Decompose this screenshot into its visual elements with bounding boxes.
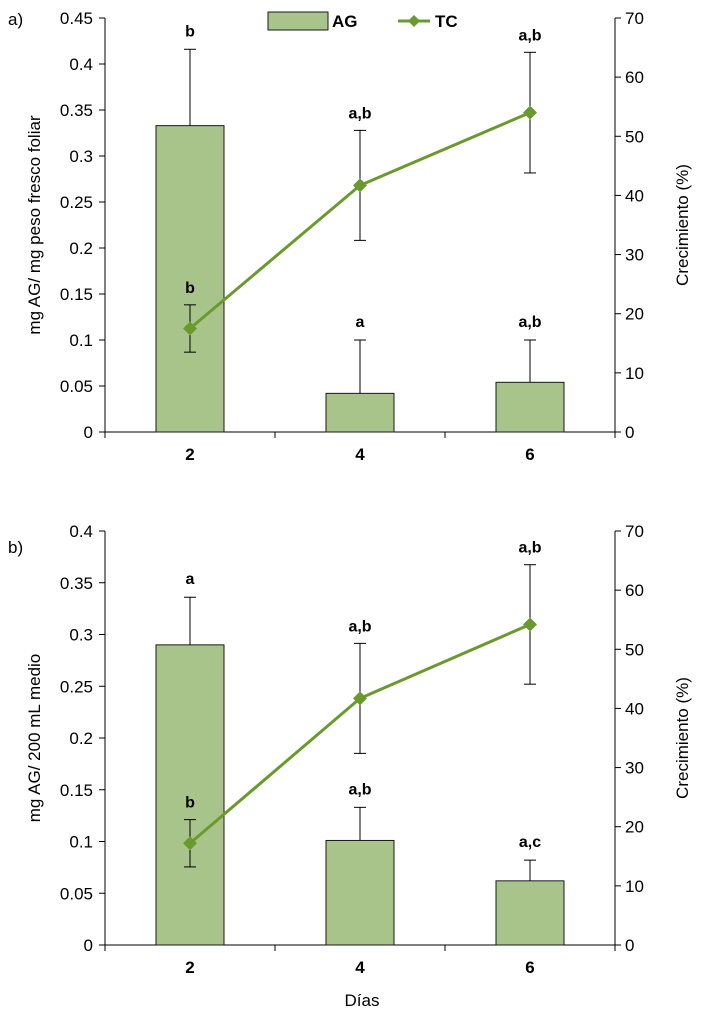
y-tick-label: 0.35 [60, 574, 93, 593]
legend-bar-label: AG [332, 12, 358, 31]
legend-bar-swatch [267, 11, 329, 31]
line-point [353, 691, 367, 706]
y2-tick-label: 0 [625, 936, 634, 955]
y-tick-label: 0 [84, 423, 93, 442]
legend-line-label: TC [435, 12, 458, 31]
y2-tick-label: 40 [625, 699, 644, 718]
y2-tick-label: 0 [625, 423, 634, 442]
line-point [183, 321, 197, 336]
line-point [523, 617, 537, 632]
line-significance-label: a,b [518, 27, 541, 44]
y-tick-label: 0.1 [69, 833, 93, 852]
bar [325, 392, 395, 433]
y2-tick-label: 50 [625, 127, 644, 146]
y-tick-label: 0.4 [69, 55, 93, 74]
y-tick-label: 0.35 [60, 101, 93, 120]
y2-tick-label: 20 [625, 818, 644, 837]
x-tick-label: 6 [525, 958, 534, 977]
y2-tick-label: 10 [625, 877, 644, 896]
y2-tick-label: 10 [625, 364, 644, 383]
line-point [523, 105, 537, 120]
bar [325, 839, 395, 946]
panel-label: b) [8, 538, 23, 557]
chart-panel-b: b) 0 0.05 0.1 0.15 0.2 0.25 0.3 0.35 0.4 0 10 20 30 40… [8, 522, 692, 977]
bar [155, 125, 225, 433]
x-tick-label: 4 [355, 445, 365, 464]
y2-tick-label: 40 [625, 186, 644, 205]
x-axis-title: Días [345, 991, 380, 1010]
y-tick-label: 0.15 [60, 285, 93, 304]
y-tick-label: 0.45 [60, 9, 93, 28]
chart-panel-a: a) 0 0.05 0.1 0.15 0.2 0.25 0.3 0.35 0.4 0.45 0 10 20… [8, 9, 692, 464]
legend: AG TC [267, 11, 458, 31]
y-tick-label: 0.25 [60, 677, 93, 696]
bar [495, 381, 565, 433]
y2-axis-title: Crecimiento (%) [673, 677, 692, 799]
y-tick-label: 0.3 [69, 626, 93, 645]
line-point [183, 836, 197, 851]
bar-significance-label: a,c [519, 834, 541, 851]
y-tick-label: 0 [84, 936, 93, 955]
y-tick-label: 0.2 [69, 239, 93, 258]
y2-tick-label: 20 [625, 305, 644, 324]
line-significance-label: b [185, 795, 195, 812]
x-tick-label: 4 [355, 958, 365, 977]
y2-tick-label: 70 [625, 9, 644, 28]
y-tick-label: 0.25 [60, 193, 93, 212]
y-axis-title: mg AG/ 200 mL medio [25, 654, 44, 823]
y2-tick-label: 50 [625, 640, 644, 659]
x-tick-label: 2 [185, 445, 194, 464]
bar-significance-label: b [185, 23, 195, 40]
y2-tick-label: 30 [625, 759, 644, 778]
bar-significance-label: a [186, 571, 195, 588]
bar [495, 880, 565, 946]
x-tick-label: 2 [185, 958, 194, 977]
bar [155, 644, 225, 946]
bar-significance-label: a [356, 314, 365, 331]
bar-significance-label: a,b [518, 314, 541, 331]
y2-tick-label: 30 [625, 246, 644, 265]
y-tick-label: 0.1 [69, 331, 93, 350]
x-tick-label: 6 [525, 445, 534, 464]
y-tick-label: 0.4 [69, 522, 93, 541]
legend-line-marker [408, 15, 420, 27]
y2-axis-title: Crecimiento (%) [673, 164, 692, 286]
bar-significance-label: a,b [348, 781, 371, 798]
line-significance-label: a,b [518, 540, 541, 557]
line-point [353, 178, 367, 193]
y-tick-label: 0.05 [60, 377, 93, 396]
y-tick-label: 0.15 [60, 781, 93, 800]
y-tick-label: 0.3 [69, 147, 93, 166]
y-tick-label: 0.2 [69, 729, 93, 748]
panel-label: a) [8, 10, 23, 29]
y-tick-label: 0.05 [60, 884, 93, 903]
line-significance-label: b [185, 280, 195, 297]
line-significance-label: a,b [348, 618, 371, 635]
y-axis-title: mg AG/ mg peso fresco foliar [25, 115, 44, 335]
y2-tick-label: 60 [625, 581, 644, 600]
line-significance-label: a,b [348, 105, 371, 122]
y2-tick-label: 70 [625, 522, 644, 541]
y2-tick-label: 60 [625, 68, 644, 87]
